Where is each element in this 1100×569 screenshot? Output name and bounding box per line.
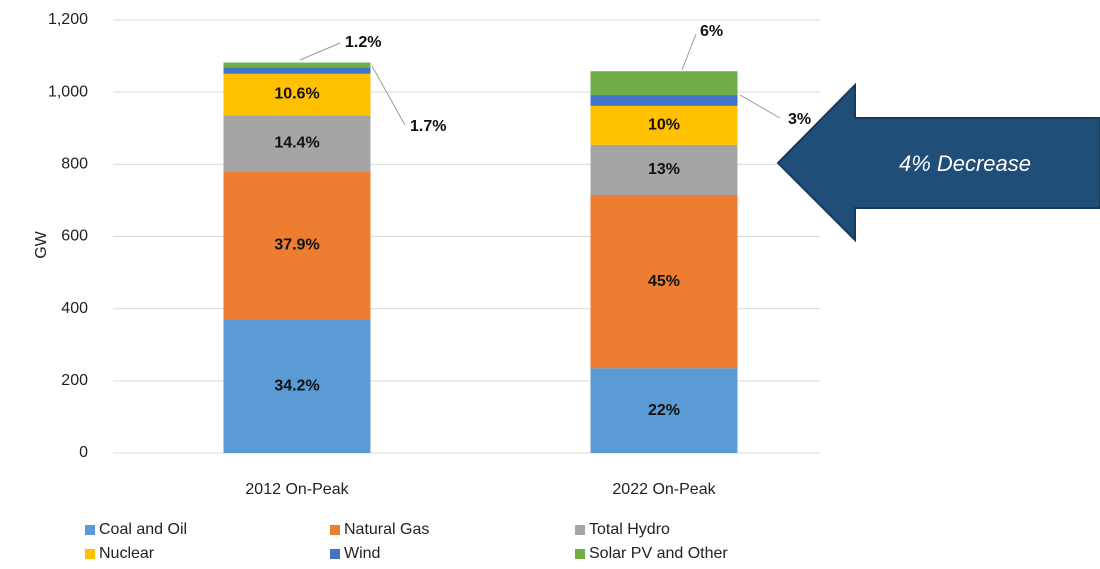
legend-label: Coal and Oil [99,521,187,538]
data-label: 10% [648,117,680,134]
y-tick-label: 1,200 [48,11,88,28]
annotation-text: 4% Decrease [899,151,1031,176]
bar-segment [223,67,371,74]
y-tick-label: 600 [61,228,88,245]
data-label: 37.9% [274,237,319,254]
leader-line [739,94,781,119]
data-label: 22% [648,402,680,419]
bar-segment [223,62,371,68]
bar-segment [590,368,738,453]
data-label: 3% [788,111,811,128]
y-axis-label: GW [33,230,50,258]
bar-segment [590,195,738,369]
data-label: 34.2% [274,377,319,394]
y-tick-label: 0 [79,444,88,461]
leader-line [371,65,406,126]
legend-swatch [330,525,340,535]
leader-line [299,42,341,61]
annotation-arrow [776,82,1100,243]
bar-segment [590,71,738,96]
legend-swatch [85,525,95,535]
legend-label: Nuclear [99,545,155,562]
bar-segment [590,105,738,145]
legend-swatch [575,525,585,535]
data-label: 10.6% [274,86,319,103]
y-tick-label: 200 [61,372,88,389]
legend-label: Solar PV and Other [589,545,728,562]
x-tick-label: 2012 On-Peak [245,481,349,498]
data-label: 1.7% [410,118,446,135]
bar-segment [590,144,738,196]
x-tick-label: 2022 On-Peak [612,481,716,498]
legend-label: Total Hydro [589,521,670,538]
legend-label: Natural Gas [344,521,429,538]
bar-segment [223,171,371,320]
data-label: 6% [700,23,723,40]
y-tick-label: 800 [61,156,88,173]
bar-segment [223,319,371,453]
legend-label: Wind [344,545,380,562]
data-label: 14.4% [274,135,319,152]
legend-swatch [330,549,340,559]
bar-segment [223,73,371,116]
bar-segment [223,115,371,172]
legend-swatch [85,549,95,559]
data-label: 1.2% [345,34,381,51]
data-label: 45% [648,273,680,290]
bar-segment [590,95,738,106]
y-tick-label: 1,000 [48,83,88,100]
legend-swatch [575,549,585,559]
leader-line [681,33,697,71]
y-tick-label: 400 [61,300,88,317]
data-label: 13% [648,161,680,178]
